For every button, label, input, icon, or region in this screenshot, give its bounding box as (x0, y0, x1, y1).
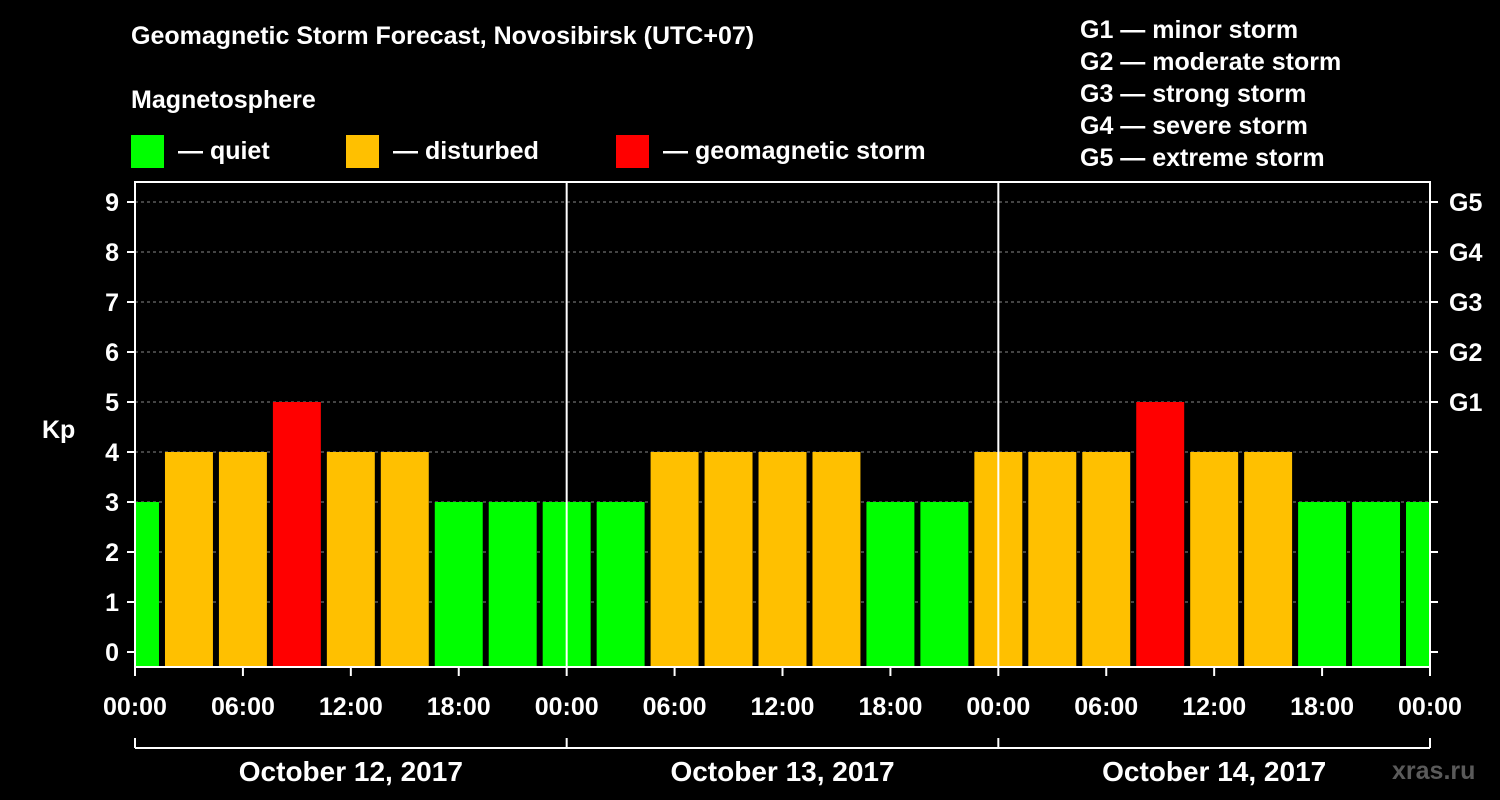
kp-bar (164, 452, 213, 667)
legend-swatch-disturbed (346, 134, 379, 168)
legend-swatch-storm (616, 134, 649, 168)
g-scale-item: G4 — severe storm (1080, 112, 1308, 140)
chart-title: Geomagnetic Storm Forecast, Novosibirsk … (131, 22, 755, 50)
day-label: October 13, 2017 (670, 756, 894, 787)
g-axis-label: G4 (1449, 239, 1482, 267)
kp-bar (1298, 502, 1347, 667)
day-label: October 14, 2017 (1102, 756, 1326, 787)
kp-bar (218, 452, 267, 667)
kp-bar (136, 502, 159, 667)
watermark: xras.ru (1392, 757, 1476, 785)
x-tick-label: 12:00 (1182, 693, 1246, 721)
y-tick-label: 1 (105, 589, 119, 617)
y-tick-label: 7 (105, 289, 119, 317)
y-tick-label: 8 (105, 239, 119, 267)
legend-label-quiet: — quiet (178, 136, 270, 165)
kp-bar (1406, 502, 1429, 667)
g-scale-item: G5 — extreme storm (1080, 144, 1325, 172)
legend-item-quiet: — quiet (131, 134, 270, 168)
g-scale-item: G2 — moderate storm (1080, 48, 1342, 76)
kp-bar (380, 452, 429, 667)
legend-label-disturbed: — disturbed (393, 136, 539, 165)
g-scale-item: G3 — strong storm (1080, 80, 1307, 108)
y-tick-label: 3 (105, 489, 119, 517)
x-tick-label: 00:00 (535, 693, 599, 721)
magnetosphere-label: Magnetosphere (131, 86, 316, 114)
kp-bar (920, 502, 969, 667)
y-tick-label: 0 (105, 639, 119, 667)
kp-bar (1136, 402, 1185, 667)
x-tick-label: 12:00 (319, 693, 383, 721)
y-tick-label: 5 (105, 389, 119, 417)
kp-bar (1244, 452, 1293, 667)
y-tick-label: 6 (105, 339, 119, 367)
x-tick-label: 18:00 (1290, 693, 1354, 721)
x-tick-label: 06:00 (643, 693, 707, 721)
day-label: October 12, 2017 (239, 756, 463, 787)
kp-bar (326, 452, 375, 667)
g-scale-item: G1 — minor storm (1080, 16, 1299, 44)
x-tick-label: 00:00 (1398, 693, 1462, 721)
legend-item-storm: — geomagnetic storm (616, 134, 926, 168)
g-scale-list: G1 — minor storm G2 — moderate storm G3 … (1080, 14, 1341, 174)
g-axis-label: G3 (1449, 289, 1482, 317)
kp-bar (488, 502, 537, 667)
kp-bar (1190, 452, 1239, 667)
kp-bar (1082, 452, 1131, 667)
y-tick-label: 4 (105, 439, 119, 467)
g-axis-label: G2 (1449, 339, 1482, 367)
x-tick-label: 06:00 (211, 693, 275, 721)
kp-bar (596, 502, 645, 667)
x-tick-label: 00:00 (103, 693, 167, 721)
kp-bar (1352, 502, 1401, 667)
kp-bar (704, 452, 753, 667)
y-tick-label: 2 (105, 539, 119, 567)
x-tick-label: 18:00 (858, 693, 922, 721)
x-tick-label: 18:00 (427, 693, 491, 721)
kp-bar (812, 452, 861, 667)
g-axis-label: G1 (1449, 389, 1482, 417)
legend-swatch-quiet (131, 134, 164, 168)
legend-label-storm: — geomagnetic storm (663, 136, 926, 165)
kp-bar (272, 402, 321, 667)
x-tick-label: 12:00 (751, 693, 815, 721)
kp-bar (1028, 452, 1077, 667)
x-tick-label: 06:00 (1074, 693, 1138, 721)
y-tick-label: 9 (105, 189, 119, 217)
kp-bar (650, 452, 699, 667)
legend-item-disturbed: — disturbed (346, 134, 539, 168)
kp-bar (434, 502, 483, 667)
kp-bar (866, 502, 915, 667)
x-tick-label: 00:00 (966, 693, 1030, 721)
kp-bar (758, 452, 807, 667)
y-axis-label: Kp (42, 416, 75, 444)
g-axis-label: G5 (1449, 189, 1482, 217)
